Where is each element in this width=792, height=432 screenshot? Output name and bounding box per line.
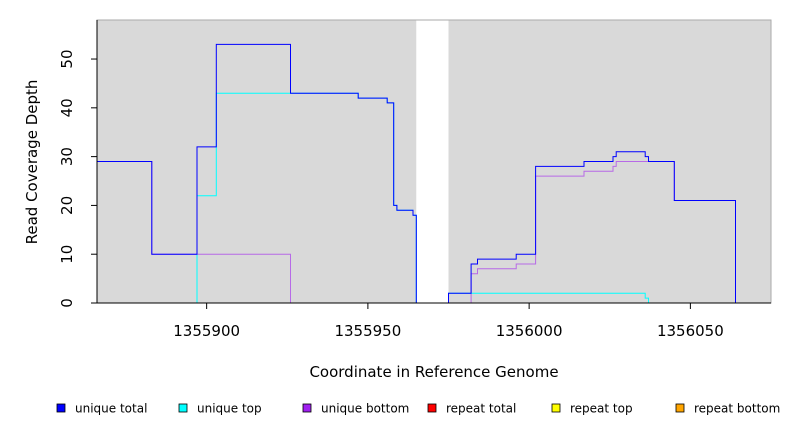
legend-swatch bbox=[302, 403, 312, 413]
legend-swatch bbox=[178, 403, 188, 413]
legend-entry: repeat top bbox=[551, 402, 633, 416]
legend-label: repeat total bbox=[446, 402, 516, 416]
x-tick-label: 1355950 bbox=[334, 322, 401, 340]
legend-label: unique total bbox=[75, 402, 147, 416]
legend-label: repeat top bbox=[570, 402, 633, 416]
legend-label: unique top bbox=[197, 402, 262, 416]
y-tick-label: 40 bbox=[58, 98, 76, 117]
y-axis-title: Read Coverage Depth bbox=[23, 80, 41, 245]
legend-swatch bbox=[427, 403, 437, 413]
series-line-unique-total bbox=[97, 43, 771, 304]
legend-entry: repeat total bbox=[427, 402, 516, 416]
x-tick-label: 1356050 bbox=[657, 322, 724, 340]
legend-swatch bbox=[675, 403, 685, 413]
x-tick-label: 1356000 bbox=[496, 322, 563, 340]
legend-entry: unique top bbox=[178, 402, 262, 416]
legend-swatch bbox=[56, 403, 66, 413]
legend-entry: repeat bottom bbox=[675, 402, 780, 416]
legend-entry: unique total bbox=[56, 402, 147, 416]
x-tick-label: 1355900 bbox=[173, 322, 240, 340]
legend-label: repeat bottom bbox=[694, 402, 780, 416]
legend-entry: unique bottom bbox=[302, 402, 409, 416]
legend-label: unique bottom bbox=[321, 402, 409, 416]
y-tick-label: 30 bbox=[58, 147, 76, 166]
y-tick-label: 10 bbox=[58, 245, 76, 264]
legend-swatch bbox=[551, 403, 561, 413]
y-tick-label: 0 bbox=[58, 298, 76, 308]
x-axis-title: Coordinate in Reference Genome bbox=[309, 363, 558, 381]
y-tick-label: 20 bbox=[58, 196, 76, 215]
coverage-gap bbox=[416, 20, 449, 303]
y-tick-label: 50 bbox=[58, 49, 76, 68]
